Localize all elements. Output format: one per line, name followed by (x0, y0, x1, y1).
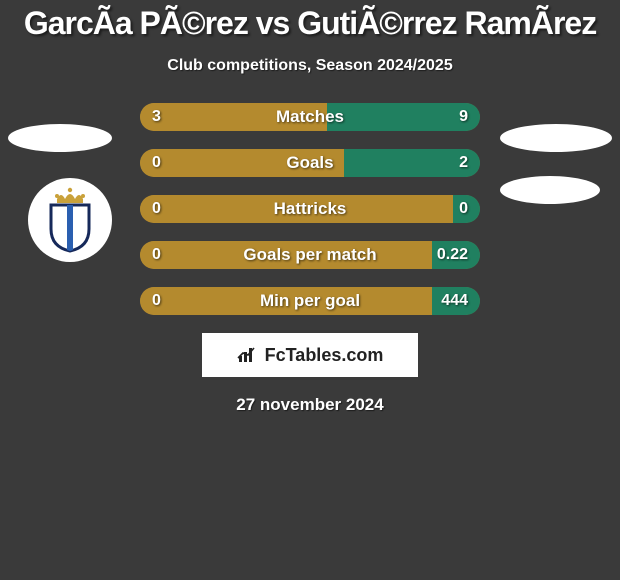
stat-label: Matches (140, 103, 480, 131)
date-label: 27 november 2024 (0, 395, 620, 415)
stat-row: 00Hattricks (140, 195, 480, 223)
stat-label: Min per goal (140, 287, 480, 315)
brand-box: FcTables.com (202, 333, 418, 377)
decorative-oval (500, 176, 600, 204)
stat-row: 39Matches (140, 103, 480, 131)
stat-label: Hattricks (140, 195, 480, 223)
decorative-oval (8, 124, 112, 152)
subtitle: Club competitions, Season 2024/2025 (0, 57, 620, 75)
stat-row: 0444Min per goal (140, 287, 480, 315)
page-title: GarcÃ­a PÃ©rez vs GutiÃ©rrez RamÃ­rez (0, 0, 620, 41)
stat-row: 02Goals (140, 149, 480, 177)
stat-label: Goals (140, 149, 480, 177)
brand-label: FcTables.com (265, 345, 384, 366)
stat-label: Goals per match (140, 241, 480, 269)
chart-icon (237, 346, 259, 364)
stat-row: 00.22Goals per match (140, 241, 480, 269)
decorative-oval (500, 124, 612, 152)
